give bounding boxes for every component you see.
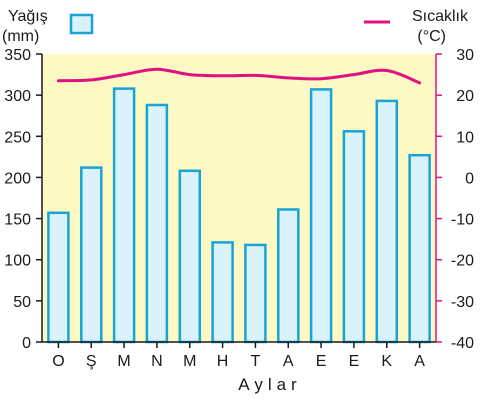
precipitation-bar [80,166,103,344]
precipitation-bar [211,241,234,344]
right-tick-label: -40 [451,335,474,352]
temperature-line [56,67,422,85]
legend-precip-swatch [69,13,94,35]
precipitation-bar [408,153,431,344]
legend-temp-unit: (°C) [417,28,446,45]
precipitation-bar [178,169,202,344]
x-tick-label: H [217,353,229,370]
left-tick-label: 50 [13,294,31,311]
precipitation-bar [277,208,300,344]
right-tick-label: 20 [456,88,474,105]
left-tick-label: 300 [4,88,31,105]
x-tick-label: T [251,353,261,370]
left-tick-label: 250 [4,129,31,146]
x-tick-label: A [414,353,425,370]
x-tick-label: A [283,353,294,370]
precipitation-bar [342,130,366,344]
precipitation-bar [309,88,333,344]
precipitation-bar [145,103,169,344]
right-tick-label: -30 [451,294,474,311]
legend-temp-name: Sıcaklık [412,8,469,25]
precipitation-bar [47,211,70,344]
x-tick-label: Ş [86,353,97,370]
plot-background [42,54,436,342]
right-tick-label: -10 [451,212,474,229]
x-tick-label: O [52,353,64,370]
left-tick-label: 0 [22,335,31,352]
right-tick-label: 0 [465,170,474,187]
precipitation-bar [112,87,136,344]
x-tick-label: M [117,353,130,370]
left-axis-ticks: 0 50 100 150 200 250 300 350 [4,47,42,352]
precipitation-bar [244,243,267,344]
right-tick-label: 30 [456,47,474,64]
x-tick-label: N [151,353,163,370]
legend-precip-name: Yağış [8,8,48,25]
x-tick-label: E [316,353,327,370]
right-tick-label: -20 [451,253,474,270]
x-tick-label: E [349,353,360,370]
x-tick-label: M [183,353,196,370]
left-tick-label: 150 [4,212,31,229]
x-tick-label: K [381,353,392,370]
right-axis-ticks: -40 -30 -20 -10 0 10 20 30 [436,47,474,352]
legend-precip-unit: (mm) [2,28,39,45]
left-tick-label: 350 [4,47,31,64]
right-tick-label: 10 [456,129,474,146]
left-tick-label: 200 [4,170,31,187]
left-tick-label: 100 [4,253,31,270]
precipitation-bar [375,99,399,344]
x-axis-title: Aylar [238,375,301,394]
